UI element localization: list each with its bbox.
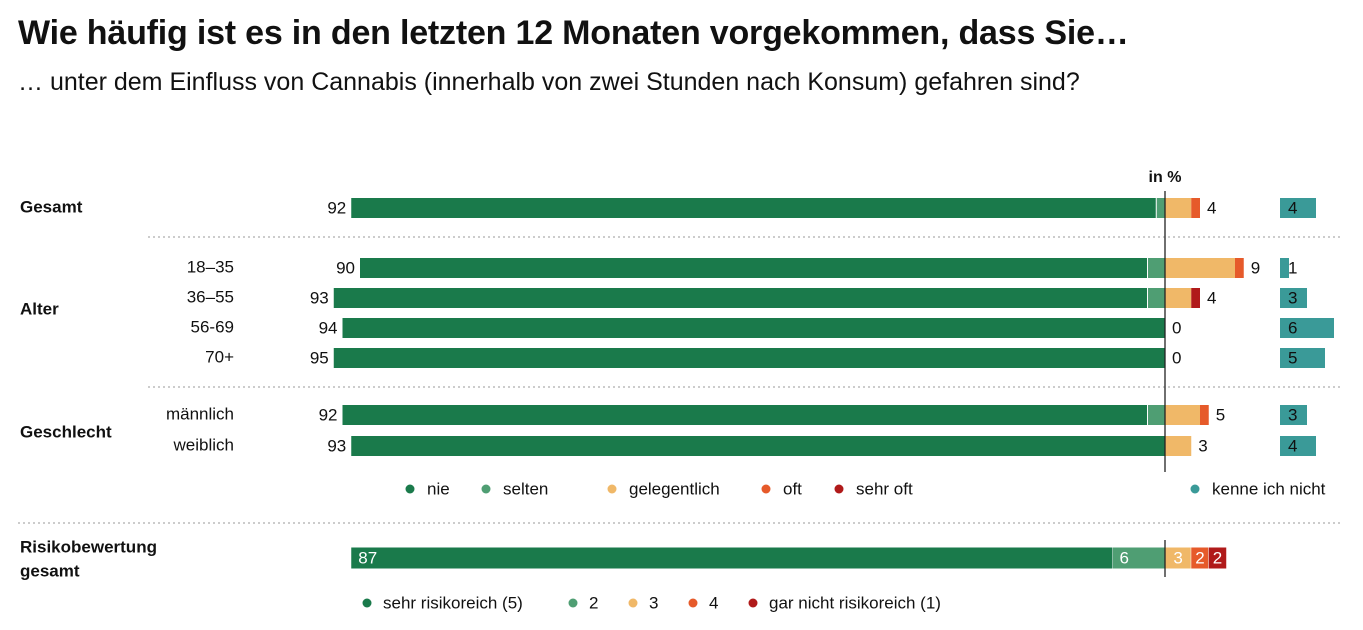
bar-segment-selten (1147, 405, 1165, 425)
bar-segment-nie (351, 198, 1157, 218)
legend-label-gelegentlich: gelegentlich (629, 479, 720, 498)
row-label: männlich (166, 404, 234, 423)
data-label-right: 5 (1216, 405, 1225, 424)
data-label-right: 3 (1198, 436, 1207, 455)
data-label-kenne: 5 (1288, 348, 1297, 367)
data-label-right: 4 (1207, 288, 1216, 307)
group-label: Geschlecht (20, 422, 112, 441)
risk-legend-label: 3 (649, 593, 658, 612)
risk-legend-label: gar nicht risikoreich (1) (769, 593, 941, 612)
legend-label-nie: nie (427, 479, 450, 498)
group-label: Alter (20, 299, 59, 318)
risk-title: Risikobewertung (20, 537, 157, 556)
bar-segment-nie (342, 405, 1148, 425)
risk-segment-label: 87 (358, 548, 377, 567)
data-label-left: 95 (310, 348, 329, 367)
risk-segment (1112, 547, 1165, 569)
risk-legend-swatch (568, 598, 578, 608)
bar-segment-selten (1156, 198, 1165, 218)
legend-label-selten: selten (503, 479, 548, 498)
bar-segment-oft (1191, 198, 1200, 218)
risk-segment (1165, 547, 1192, 569)
bar-segment-oft (1200, 405, 1209, 425)
data-label-left: 93 (310, 288, 329, 307)
data-label-right: 9 (1251, 258, 1260, 277)
bar-segment-gelegentlich (1165, 436, 1192, 456)
bar-kenne-ich-nicht (1280, 436, 1316, 456)
data-label-right: 4 (1207, 198, 1216, 217)
group-label: Gesamt (20, 197, 83, 216)
risk-segment (1191, 547, 1209, 569)
bar-segment-gelegentlich (1165, 288, 1192, 308)
row-label: 70+ (205, 347, 234, 366)
legend-swatch-kenne-ich-nicht (1190, 484, 1200, 494)
bar-kenne-ich-nicht (1280, 288, 1307, 308)
data-label-kenne: 4 (1288, 436, 1297, 455)
data-label-left: 93 (327, 436, 346, 455)
risk-legend-swatch (362, 598, 372, 608)
bar-segment-gelegentlich (1165, 258, 1235, 278)
row-label: 36–55 (187, 287, 234, 306)
risk-legend-swatch (748, 598, 758, 608)
bar-segment-gelegentlich (1165, 405, 1200, 425)
page-title: Wie häufig ist es in den letzten 12 Mona… (18, 14, 1129, 52)
bar-segment-nie (333, 348, 1165, 368)
data-label-kenne: 3 (1288, 288, 1297, 307)
bar-segment-nie (360, 258, 1148, 278)
bar-segment-sehr-oft (1191, 288, 1200, 308)
bar-segment-selten (1147, 288, 1165, 308)
bar-segment-nie (351, 436, 1165, 456)
bar-kenne-ich-nicht (1280, 405, 1307, 425)
legend-swatch-sehr-oft (834, 484, 844, 494)
bar-segment-nie (333, 288, 1148, 308)
legend-label-sehr-oft: sehr oft (856, 479, 913, 498)
bar-segment-nie (342, 318, 1165, 338)
risk-segment-label: 3 (1173, 548, 1182, 567)
legend-label-oft: oft (783, 479, 802, 498)
row-label: 18–35 (187, 257, 234, 276)
risk-segment (351, 547, 1113, 569)
data-label-right: 0 (1172, 348, 1181, 367)
risk-segment (1208, 547, 1227, 569)
bar-kenne-ich-nicht (1280, 198, 1316, 218)
risk-legend-label: 2 (589, 593, 598, 612)
bar-segment-selten (1147, 258, 1165, 278)
data-label-left: 90 (336, 258, 355, 277)
bar-kenne-ich-nicht (1280, 348, 1325, 368)
data-label-right: 0 (1172, 318, 1181, 337)
data-label-left: 94 (319, 318, 338, 337)
legend-swatch-oft (761, 484, 771, 494)
risk-segment-label: 2 (1213, 548, 1222, 567)
page-subtitle: … unter dem Einfluss von Cannabis (inner… (18, 68, 1080, 96)
bar-segment-gelegentlich (1165, 198, 1192, 218)
bar-kenne-ich-nicht (1280, 258, 1289, 278)
risk-segment-label: 6 (1120, 548, 1129, 567)
unit-label: in % (1149, 169, 1182, 186)
risk-legend-swatch (628, 598, 638, 608)
risk-legend-swatch (688, 598, 698, 608)
bar-kenne-ich-nicht (1280, 318, 1334, 338)
legend-swatch-selten (481, 484, 491, 494)
bar-segment-oft (1235, 258, 1244, 278)
data-label-kenne: 6 (1288, 318, 1297, 337)
data-label-kenne: 4 (1288, 198, 1297, 217)
legend-swatch-gelegentlich (607, 484, 617, 494)
data-label-kenne: 3 (1288, 405, 1297, 424)
row-label: 56-69 (191, 317, 234, 336)
row-label: weiblich (173, 435, 234, 454)
data-label-kenne: 1 (1288, 258, 1297, 277)
risk-segment-label: 2 (1195, 548, 1204, 567)
risk-legend-label: sehr risikoreich (5) (383, 593, 523, 612)
risk-title: gesamt (20, 561, 80, 580)
data-label-left: 92 (319, 405, 338, 424)
legend-label-kenne-ich-nicht: kenne ich nicht (1212, 479, 1326, 498)
data-label-left: 92 (327, 198, 346, 217)
legend-swatch-nie (405, 484, 415, 494)
risk-legend-label: 4 (709, 593, 718, 612)
